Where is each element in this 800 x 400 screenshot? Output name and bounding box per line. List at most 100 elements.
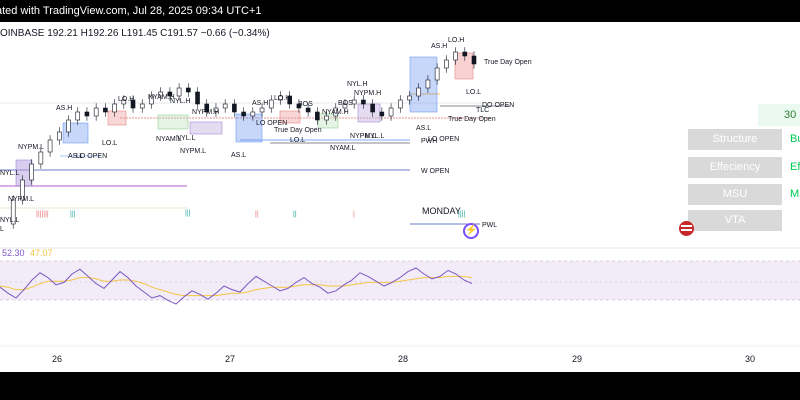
- candle-body: [204, 103, 210, 113]
- candle-body: [195, 91, 200, 105]
- candle-body: [241, 111, 246, 117]
- label-pwh: PWH: [421, 138, 437, 145]
- label-lo-l-3: LO.L: [466, 89, 481, 96]
- candle-body: [453, 51, 458, 61]
- candle-body: [425, 79, 431, 89]
- candle-body: [84, 111, 90, 117]
- candle-body: [38, 151, 44, 165]
- candle-body: [416, 87, 422, 97]
- candle-body: [342, 103, 348, 109]
- candle-body: [112, 103, 117, 113]
- candles: [10, 47, 477, 229]
- label-nyam-l-2: NYAM.L: [330, 145, 356, 152]
- candle-body: [20, 179, 25, 201]
- candle-body: [213, 107, 219, 113]
- table-key: MSU: [688, 184, 782, 205]
- label-nypm-l-1: NYPM.L: [180, 148, 206, 155]
- table-key: VTA: [688, 210, 782, 231]
- high-value: H192.26: [80, 28, 119, 39]
- table-value: Bullish: [782, 129, 800, 150]
- label-nypm-l-00: NYPM.L: [8, 196, 34, 203]
- candle-body: [250, 111, 256, 117]
- candle-body: [186, 87, 191, 93]
- candle-body: [278, 95, 283, 101]
- label-as-h-2: AS.H: [252, 100, 268, 107]
- low-value: L191.45: [121, 28, 158, 39]
- x-tick-29: 29: [572, 354, 582, 364]
- publish-bar: ated with TradingView.com, Jul 28, 2025 …: [0, 0, 800, 22]
- label-lo-l-1: LO.L: [102, 140, 117, 147]
- table-key: Effeciency: [688, 157, 782, 178]
- label-nyam-h-1: NYAM.H: [148, 94, 175, 101]
- open-value: 192.21: [47, 28, 78, 39]
- rsi-ma-value: 47.07: [30, 248, 53, 258]
- svg-text:||: ||: [293, 211, 297, 218]
- label-nyam-l-1: NYAM.L: [156, 136, 182, 143]
- label-nyl-h-1: NYL.H: [170, 98, 191, 105]
- label-true-day-open-2: True Day Open: [274, 127, 322, 134]
- svg-text:|: |: [353, 211, 355, 218]
- session-box-purple-2: [357, 103, 381, 123]
- lightning-icon[interactable]: ⚡: [463, 223, 479, 239]
- candle-body: [66, 119, 71, 133]
- x-tick-26: 26: [52, 354, 62, 364]
- symbol: OINBASE: [0, 28, 45, 39]
- candle-body: [259, 107, 265, 113]
- label-bos-1: BOS: [298, 101, 313, 108]
- candle-body: [434, 67, 440, 81]
- label-lo-open-0: LO OPEN: [76, 153, 107, 160]
- rsi-ma-line: [0, 275, 473, 297]
- table-value: Efficien: [782, 157, 800, 178]
- x-tick-30: 30: [745, 354, 755, 364]
- session-markers: ||||||| ||| ||| || || | ||||: [36, 210, 465, 218]
- candle-body: [370, 103, 375, 113]
- label-lo-h-1: LO.H: [118, 96, 134, 103]
- table-value: MSU: [782, 184, 800, 205]
- label-nypm-l-0: NYPM.L: [18, 144, 44, 151]
- candle-body: [130, 99, 136, 109]
- label-monday: MONDAY: [422, 206, 461, 216]
- svg-text:|||: |||: [185, 210, 191, 217]
- label-nyl-l-1: NYL.L: [176, 135, 196, 142]
- candle-body: [232, 103, 237, 113]
- candle-body: [158, 91, 163, 97]
- candle-body: [351, 99, 357, 105]
- label-as-h-3: AS.H: [431, 43, 447, 50]
- svg-text:||||: ||||: [458, 211, 465, 218]
- svg-text:|||: |||: [70, 211, 76, 218]
- label-lo-l-2: LO.L: [290, 137, 305, 144]
- candle-body: [222, 103, 228, 109]
- table-value: [782, 210, 800, 231]
- candle-body: [462, 51, 468, 57]
- session-box-london-2: [279, 110, 301, 124]
- svg-text:|||||||: |||||||: [36, 211, 49, 218]
- candle-body: [287, 95, 292, 105]
- label-l-00: L: [0, 226, 4, 233]
- candle-body: [47, 139, 53, 153]
- session-box-asia-3: [409, 56, 438, 113]
- candle-body: [305, 107, 311, 113]
- candle-body: [333, 107, 339, 117]
- label-true-day-open-1: True Day Open: [484, 59, 532, 66]
- candle-body: [93, 107, 99, 117]
- candle-body: [444, 59, 449, 69]
- change-value: −0.66 (−0.34%): [200, 28, 270, 39]
- rsi-line: [0, 267, 473, 305]
- score-value: 30: [784, 109, 797, 121]
- session-box-london-1: [107, 110, 127, 126]
- rsi-value: 52.30: [2, 248, 25, 258]
- candle-body: [29, 163, 34, 181]
- close-value: C191.57: [160, 28, 198, 39]
- candle-body: [296, 103, 302, 109]
- us-flag-icon[interactable]: [679, 221, 694, 236]
- ohlc-legend: OINBASE 192.21 H192.26 L191.45 C191.57 −…: [0, 28, 270, 39]
- label-as-l-2: AS.L: [416, 125, 431, 132]
- svg-text:||: ||: [255, 211, 259, 218]
- label-lo-h-2: LO.H: [274, 95, 290, 102]
- label-lo-h-3: LO.H: [448, 37, 464, 44]
- score-cell: 30: [758, 104, 800, 126]
- candle-body: [397, 99, 403, 109]
- label-nypm-h-1: NYPM.H: [192, 109, 219, 116]
- candle-body: [315, 111, 320, 121]
